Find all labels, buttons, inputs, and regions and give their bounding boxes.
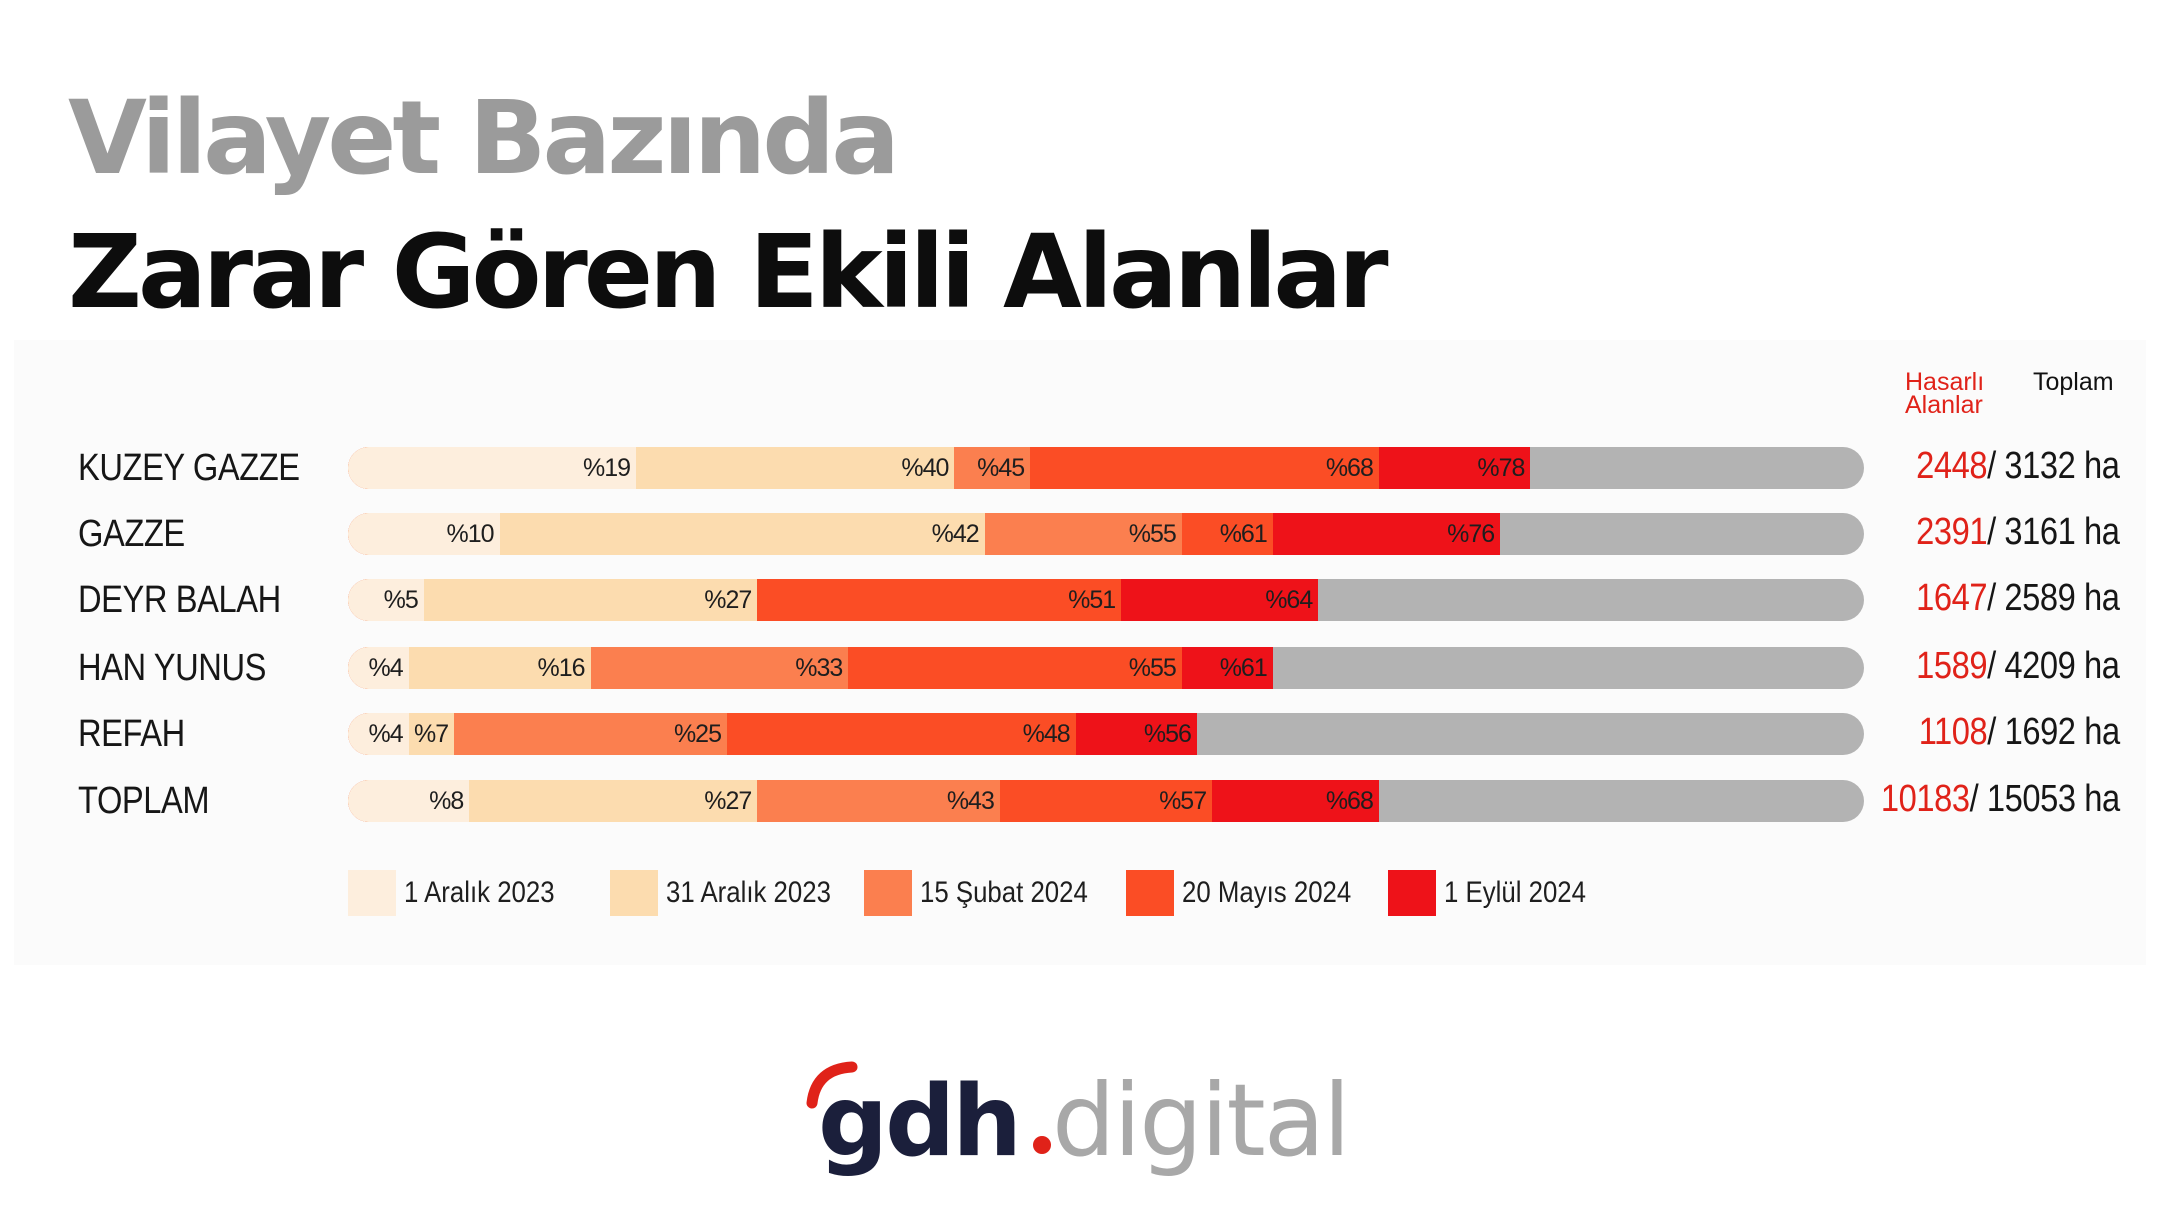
bar-track: %19 %40 %45 %68 %78: [348, 447, 1864, 489]
bar-data-label: %55: [1128, 520, 1177, 548]
damaged-area-value: 2448: [1916, 445, 1988, 487]
bar-segment: [348, 513, 500, 555]
area-values: 2391/ 3161 ha: [1916, 510, 2121, 554]
legend-swatch: [1126, 870, 1174, 916]
area-values: 1647/ 2589 ha: [1916, 576, 2121, 620]
damaged-area-value: 10183: [1881, 778, 1970, 820]
bar-segment: [348, 447, 637, 489]
legend-swatch: [1388, 870, 1436, 916]
region-label: HAN YUNUS: [78, 647, 267, 689]
bar-data-label: %40: [901, 454, 949, 482]
bar-data-label: %8: [429, 787, 464, 815]
damaged-column-header: Hasarlı Alanlar: [1905, 368, 1985, 419]
bar-track: %5 %27 %51 %64: [348, 579, 1864, 621]
chart-title-line1: Vilayet Bazında: [68, 79, 900, 198]
bar-data-label: %43: [946, 787, 995, 815]
region-label: KUZEY GAZZE: [78, 447, 300, 489]
total-area-value: / 15053 ha: [1969, 778, 2121, 820]
bar-data-label: %61: [1219, 654, 1268, 682]
bar-data-label: %76: [1447, 520, 1495, 548]
bar-data-label: %45: [977, 454, 1025, 482]
bar-segment: [348, 647, 409, 689]
bar-track: %10 %42 %55 %61 %76: [348, 513, 1864, 555]
total-area-value: / 1692 ha: [1987, 711, 2121, 753]
total-area-value: / 4209 ha: [1987, 645, 2121, 687]
logo-text-digital: digital: [1052, 1062, 1349, 1179]
bar-data-label: %56: [1143, 720, 1192, 748]
bar-data-label: %64: [1265, 586, 1313, 614]
bar-data-label: %4: [368, 720, 403, 748]
chart-title-line2: Zarar Gören Ekili Alanlar: [68, 213, 1388, 332]
bar-track: %4 %16 %33 %55 %61: [348, 647, 1864, 689]
bar-data-label: %16: [537, 654, 586, 682]
legend-label: 20 Mayıs 2024: [1182, 876, 1352, 909]
bar-data-label: %10: [446, 520, 495, 548]
bar-data-label: %7: [413, 720, 449, 748]
bar-data-label: %4: [368, 654, 403, 682]
region-label: GAZZE: [78, 513, 185, 555]
logo-text-gdh: gdh: [818, 1065, 1019, 1179]
bar-track: %4 %7 %25 %48 %56: [348, 713, 1864, 755]
total-column-header: Toplam: [2033, 368, 2114, 396]
region-label: DEYR BALAH: [78, 579, 281, 621]
bar-data-label: %27: [704, 586, 752, 614]
damaged-area-value: 2391: [1916, 511, 1988, 553]
bar-track: %8 %27 %43 %57 %68: [348, 780, 1864, 822]
damaged-area-value: 1589: [1916, 645, 1988, 687]
region-label: TOPLAM: [78, 780, 210, 822]
logo-dot: [1033, 1136, 1051, 1154]
bar-data-label: %42: [931, 520, 980, 548]
bar-data-label: %68: [1325, 454, 1374, 482]
legend-swatch: [610, 870, 658, 916]
legend-swatch: [864, 870, 912, 916]
bar-data-label: %51: [1068, 586, 1116, 614]
bar-data-label: %27: [704, 787, 752, 815]
area-values: 1589/ 4209 ha: [1916, 644, 2121, 688]
bar-data-label: %61: [1219, 520, 1268, 548]
damaged-area-value: 1108: [1919, 711, 1988, 753]
total-area-value: / 2589 ha: [1987, 577, 2121, 619]
bar-data-label: %5: [383, 586, 419, 614]
bar-data-label: %48: [1022, 720, 1071, 748]
bar-data-label: %33: [795, 654, 843, 682]
legend-label: 31 Aralık 2023: [666, 876, 831, 909]
logo-accent-arc: [806, 1061, 858, 1109]
total-area-value: / 3161 ha: [1987, 511, 2121, 553]
area-values: 1108/ 1692 ha: [1919, 710, 2120, 754]
bar-data-label: %55: [1128, 654, 1177, 682]
gdh-digital-logo: gdh digital: [806, 1061, 1351, 1179]
total-area-value: / 3132 ha: [1987, 445, 2121, 487]
legend-label: 1 Eylül 2024: [1444, 876, 1587, 909]
area-values: 10183/ 15053 ha: [1881, 777, 2120, 821]
bar-data-label: %68: [1325, 787, 1374, 815]
legend-swatch: [348, 870, 396, 916]
damaged-area-value: 1647: [1916, 577, 1988, 619]
bar-segment: [348, 780, 470, 822]
legend-label: 15 Şubat 2024: [920, 876, 1088, 909]
region-label: REFAH: [78, 713, 185, 755]
bar-data-label: %25: [673, 720, 722, 748]
area-values: 2448/ 3132 ha: [1916, 444, 2121, 488]
bar-segment: [348, 579, 424, 621]
bar-data-label: %19: [582, 454, 631, 482]
bar-data-label: %57: [1159, 787, 1207, 815]
legend-label: 1 Aralık 2023: [404, 876, 555, 909]
bar-data-label: %78: [1477, 454, 1525, 482]
bar-segment: [348, 713, 409, 755]
